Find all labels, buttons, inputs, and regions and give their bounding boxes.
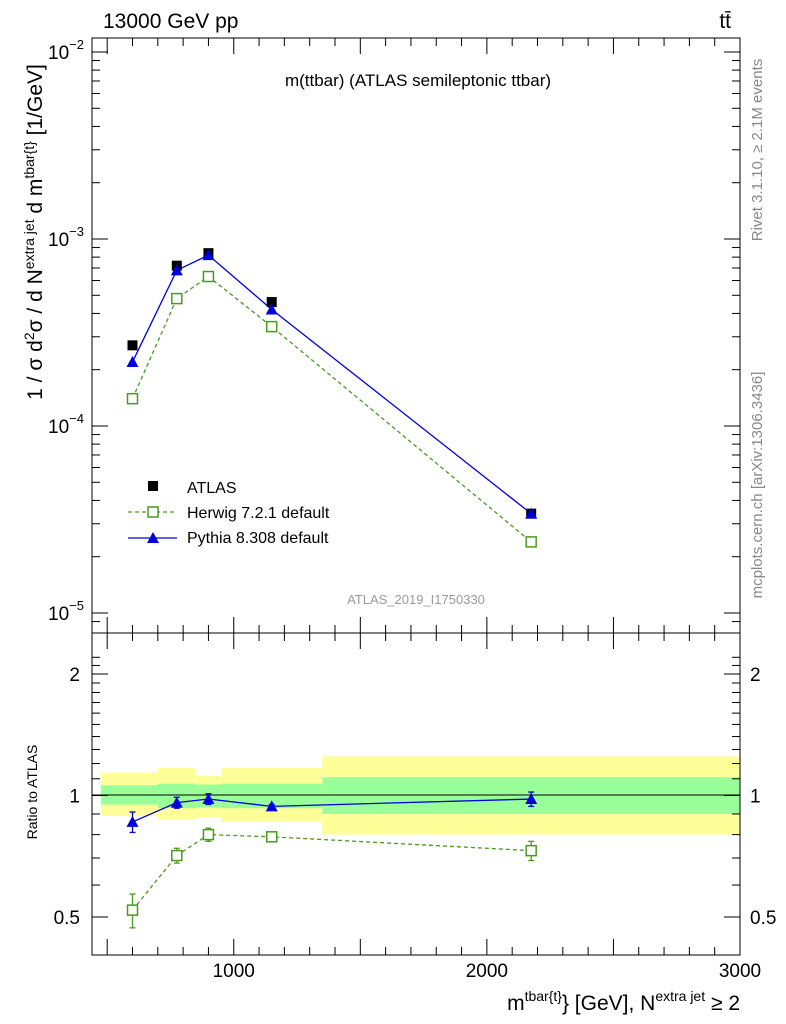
ratio-pythia-point	[265, 800, 278, 812]
mcplots-label: mcplots.cern.ch [arXiv:1306.3436]	[749, 372, 766, 599]
legend-marker-atlas	[148, 481, 158, 491]
ratio-y-tick-label-right: 2	[750, 665, 761, 686]
main-y-tick-label: 10−4	[48, 411, 84, 438]
pythia-point	[265, 303, 278, 315]
pythia-point	[126, 355, 139, 367]
legend-entry-atlas: ATLAS	[148, 480, 237, 497]
ratio-pythia-point	[126, 815, 139, 827]
herwig-point	[171, 292, 183, 305]
legend-label-atlas: ATLAS	[187, 480, 237, 497]
ratio-herwig-point	[171, 849, 183, 862]
legend-marker-herwig	[147, 506, 159, 518]
ratio-herwig-point	[525, 844, 537, 857]
ratio-y-axis-label: Ratio to ATLAS	[24, 745, 40, 840]
herwig-line	[131, 275, 532, 543]
herwig-point	[126, 392, 139, 405]
x-tick-label: 2000	[466, 961, 508, 982]
ratio-y-tick-label: 2	[69, 665, 80, 686]
energy-label: 13000 GeV pp	[103, 10, 238, 33]
main-y-tick-label: 10−2	[48, 37, 84, 64]
pythia-line	[131, 254, 532, 515]
main-y-tick-label: 10−5	[48, 598, 84, 625]
legend-entry-herwig: Herwig 7.2.1 default	[128, 505, 330, 522]
main-plot-title: m(ttbar) (ATLAS semileptonic ttbar)	[285, 71, 551, 90]
ratio-plot-frame	[91, 632, 741, 956]
ratio-y-tick-label-right: 0.5	[750, 908, 776, 929]
plot-title: m(ttbar) (ATLAS semileptonic ttbar)	[285, 71, 551, 90]
rivet-label: Rivet 3.1.10, ≥ 2.1M events	[749, 59, 766, 242]
ratio-herwig-point	[265, 831, 278, 843]
ratio-pythia-point	[170, 796, 183, 808]
herwig-point	[265, 320, 278, 333]
ratio-herwig-point	[126, 904, 139, 916]
legend-entry-pythia: Pythia 8.308 default	[128, 530, 329, 547]
atlas-point	[266, 297, 277, 308]
pythia-point	[202, 249, 215, 261]
x-tick-label: 1000	[213, 961, 255, 982]
x-axis-label: mtbar{t}} [GeV], Nextra jet ≥ 2	[507, 988, 740, 1015]
ratio-y-tick-label: 0.5	[54, 908, 80, 929]
ratio-pythia-point	[202, 793, 215, 805]
ratio-y-tick-label-right: 1	[750, 787, 761, 808]
ratio-herwig-point	[202, 828, 215, 841]
legend-label-pythia: Pythia 8.308 default	[187, 530, 329, 547]
main-y-tick-label: 10−3	[48, 224, 84, 251]
atlas-point	[127, 340, 138, 351]
pythia-point	[170, 264, 183, 276]
legend-label-herwig: Herwig 7.2.1 default	[187, 505, 330, 522]
ratio-herwig-line	[131, 833, 532, 911]
pythia-point	[525, 507, 538, 519]
x-tick-label: 3000	[719, 961, 761, 982]
legend: ATLAS Herwig 7.2.1 default Pythia 8.308 …	[128, 480, 330, 547]
ratio-panel: 0.5 0.5 1 1 2 2 1000 2000 3000 Ratio to ATLAS mt…	[24, 632, 776, 1015]
herwig-point	[525, 536, 537, 548]
ratio-y-tick-label: 1	[69, 787, 80, 808]
herwig-point	[202, 270, 215, 283]
process-label: tt̄	[719, 10, 731, 33]
analysis-label: ATLAS_2019_I1750330	[347, 592, 485, 607]
legend-marker-pythia	[147, 532, 159, 543]
ratio-pythia-point	[525, 793, 538, 805]
main-panel: 10−5 10−4 10−3 10−2 m(ttbar) (ATLAS semilep…	[21, 37, 741, 634]
main-y-axis-label: 1 / σ d2σ / d Nextra jet d mtbar{t} [1/G…	[21, 64, 47, 400]
